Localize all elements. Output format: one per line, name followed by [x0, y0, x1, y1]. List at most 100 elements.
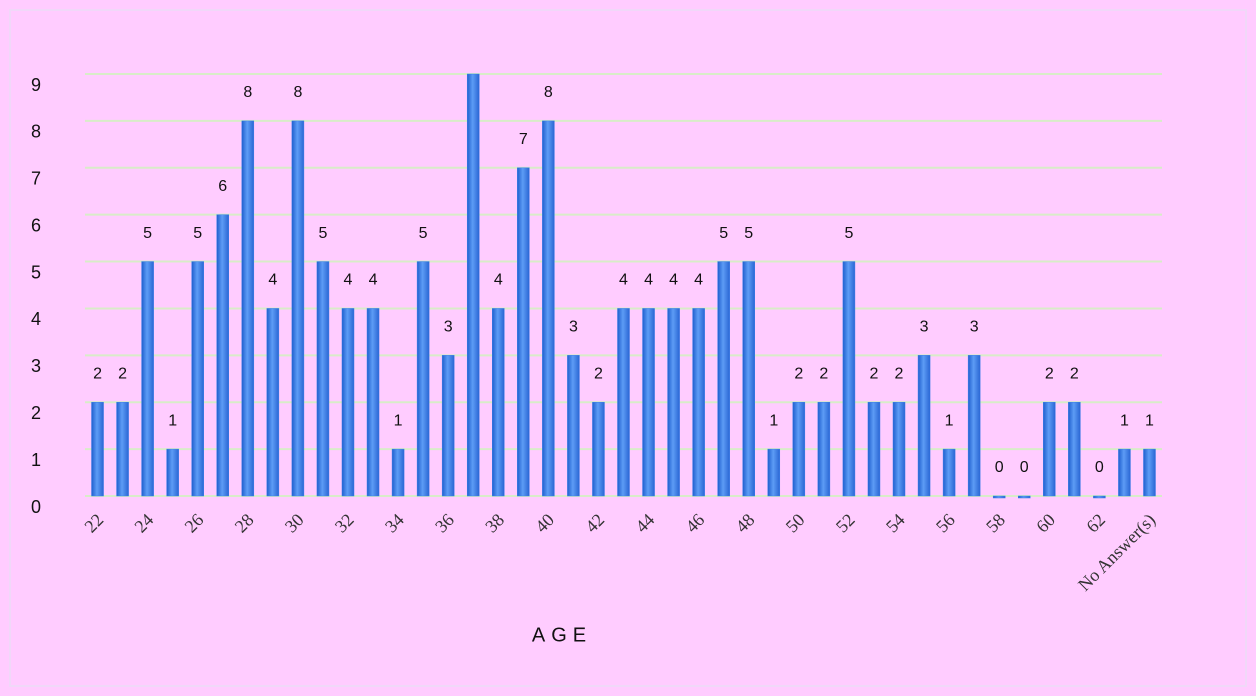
data-label: 0: [1095, 459, 1104, 476]
x-tick-label: 50: [782, 510, 809, 537]
data-label: 6: [218, 178, 227, 195]
data-label: 1: [394, 412, 403, 429]
bar: [867, 401, 881, 497]
bar: [492, 308, 505, 497]
data-label: 4: [694, 272, 703, 289]
bar: [942, 448, 956, 497]
data-label: 1: [168, 412, 177, 429]
data-label: 5: [143, 225, 152, 242]
data-label: 5: [744, 225, 753, 242]
x-tick-label: 44: [631, 510, 658, 537]
y-tick-label: 6: [31, 215, 41, 235]
data-label: 1: [769, 412, 778, 429]
bar: [191, 261, 204, 497]
x-tick-label: 54: [882, 510, 909, 537]
data-label: 1: [1120, 412, 1129, 429]
data-label: 4: [644, 272, 653, 289]
data-label: 4: [369, 272, 378, 289]
bar: [366, 308, 380, 497]
data-label: 4: [494, 272, 503, 289]
data-label: 2: [819, 365, 828, 382]
bar: [892, 401, 906, 497]
bar: [1068, 401, 1081, 497]
data-label: 5: [844, 225, 853, 242]
x-tick-label: 30: [281, 510, 308, 537]
y-tick-label: 0: [31, 497, 41, 517]
bar: [592, 401, 605, 497]
data-label: 1: [945, 412, 954, 429]
bar: [416, 261, 430, 497]
data-label: 2: [870, 365, 879, 382]
data-label: 2: [93, 365, 102, 382]
bar: [1093, 495, 1106, 499]
data-label: 5: [318, 225, 327, 242]
y-tick-label: 2: [31, 403, 41, 423]
bar: [341, 308, 355, 497]
x-tick-label: 36: [431, 510, 458, 537]
bar: [967, 355, 981, 497]
bar: [216, 214, 230, 497]
y-tick-label: 5: [31, 262, 41, 282]
x-tick-label: 42: [581, 510, 608, 537]
x-tick-label: 48: [732, 510, 759, 537]
bar: [742, 261, 755, 497]
bar: [617, 308, 630, 497]
data-label: 3: [970, 319, 979, 336]
bar: [842, 261, 856, 497]
bar: [1017, 495, 1031, 499]
data-label: 3: [569, 319, 578, 336]
y-tick-label: 1: [31, 450, 41, 470]
data-label: 0: [995, 459, 1004, 476]
data-label: 8: [544, 84, 553, 101]
data-label: 5: [419, 225, 428, 242]
data-label: 2: [895, 365, 904, 382]
x-tick-label: 60: [1032, 510, 1059, 537]
data-label: 4: [619, 272, 628, 289]
bar: [441, 355, 455, 497]
bar: [116, 401, 129, 497]
data-label: 3: [444, 319, 453, 336]
bar: [466, 73, 480, 497]
bar: [241, 120, 255, 497]
bar: [567, 355, 580, 497]
bar: [792, 401, 806, 497]
data-label: 0: [1020, 459, 1029, 476]
bar: [291, 120, 305, 497]
data-label: 7: [519, 131, 528, 148]
bar: [1118, 448, 1131, 497]
y-tick-label: 4: [31, 309, 41, 329]
bar: [542, 120, 555, 497]
bar: [266, 308, 280, 497]
y-tick-label: 9: [31, 75, 41, 95]
data-label: 2: [794, 365, 803, 382]
x-tick-label: 58: [982, 510, 1009, 537]
x-tick-label: 52: [832, 510, 859, 537]
data-label: 5: [719, 225, 728, 242]
data-label: 1: [1145, 412, 1154, 429]
bar: [517, 167, 530, 497]
x-tick-label: 34: [381, 510, 408, 537]
x-axis-title: AGE: [532, 624, 592, 646]
data-label: 2: [118, 365, 127, 382]
bar: [667, 308, 680, 497]
y-tick-label: 8: [31, 122, 41, 142]
x-tick-label: 22: [80, 510, 107, 537]
bar: [141, 261, 154, 497]
bar: [316, 261, 330, 497]
bar: [91, 401, 104, 497]
bar: [692, 308, 705, 497]
bar: [166, 448, 179, 497]
x-tick-label: 56: [932, 510, 959, 537]
x-tick-label: 40: [531, 510, 558, 537]
data-label: 4: [669, 272, 678, 289]
bar: [817, 401, 831, 497]
y-tick-label: 7: [31, 169, 41, 189]
data-label: 2: [1045, 365, 1054, 382]
bar: [391, 448, 405, 497]
x-tick-label: 32: [331, 510, 358, 537]
data-label: 3: [920, 319, 929, 336]
x-tick-label: 38: [481, 510, 508, 537]
bar: [1043, 401, 1056, 497]
bar: [992, 495, 1006, 499]
data-label: 5: [193, 225, 202, 242]
